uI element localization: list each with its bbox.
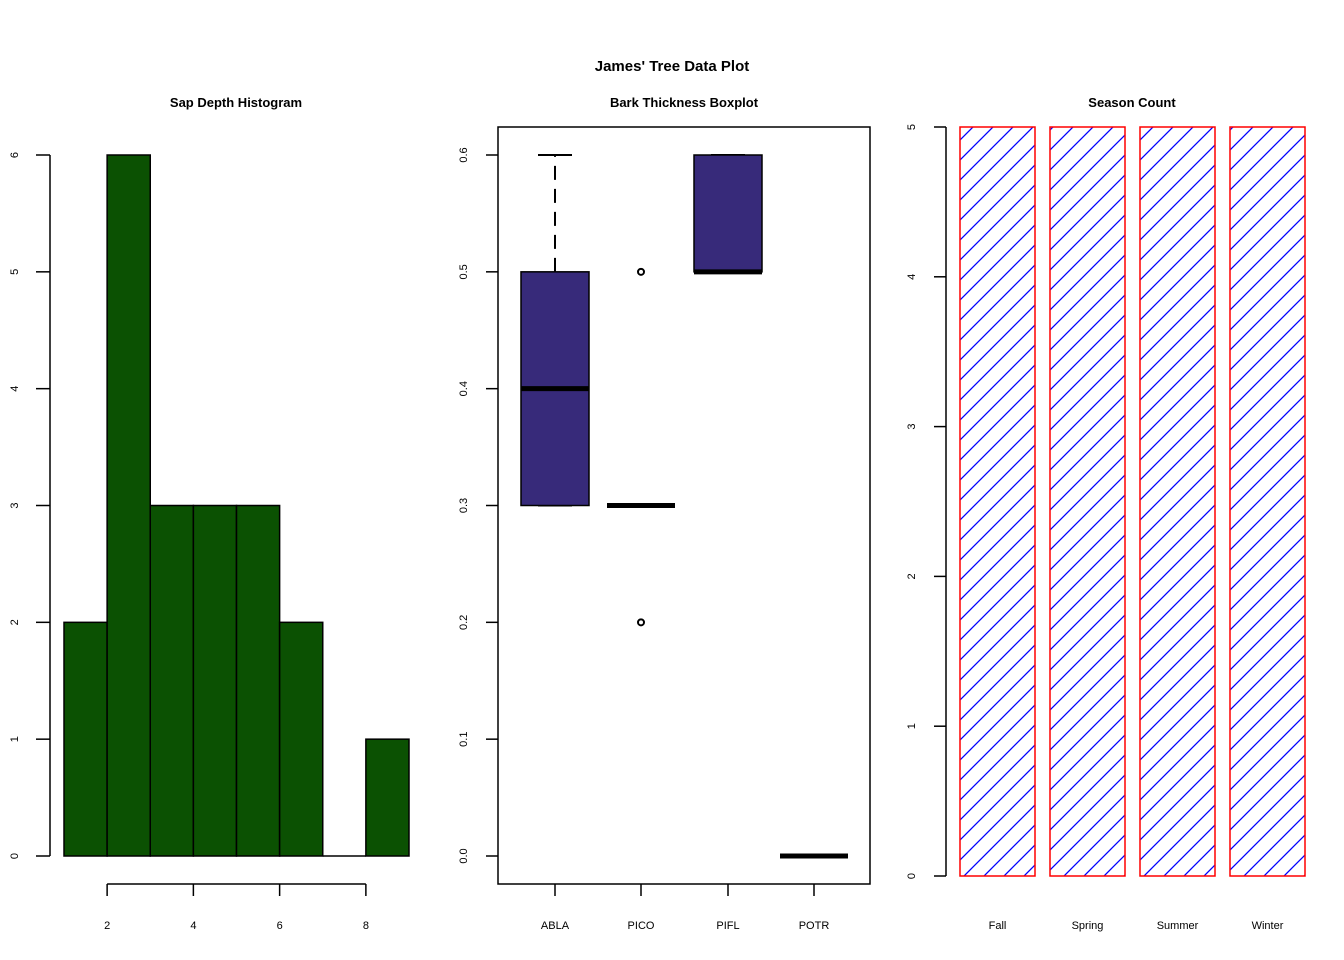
- boxplot-x-tick-label: ABLA: [541, 920, 570, 932]
- histogram-x-tick-label: 6: [277, 920, 283, 932]
- season-title: Season Count: [1088, 95, 1176, 110]
- boxplot-y-tick-label: 0.0: [458, 848, 470, 863]
- histogram-y-axis: 0 1 2 3 4 5 6: [9, 152, 51, 859]
- histogram-y-tick-label: 3: [9, 502, 21, 508]
- season-bar: [1229, 126, 1306, 877]
- season-y-tick-label: 5: [906, 124, 918, 130]
- season-x-label: Summer: [1157, 920, 1199, 932]
- boxplot-x-tick-label: POTR: [799, 920, 830, 932]
- box-outlier: [637, 618, 645, 627]
- figure-title: James' Tree Data Plot: [595, 58, 749, 75]
- histogram-bar: [365, 738, 410, 857]
- boxplot-marks: [520, 154, 848, 859]
- box-pifl: [693, 154, 763, 275]
- season-x-label: Spring: [1072, 920, 1104, 932]
- histogram-bar: [149, 504, 195, 857]
- histogram-x-tick-label: 4: [190, 920, 196, 932]
- histogram-x-axis: 2 4 6 8: [104, 883, 369, 932]
- histogram-title: Sap Depth Histogram: [170, 95, 302, 110]
- histogram-y-tick-label: 4: [9, 386, 21, 392]
- season-bar-hatch: [1050, 127, 1125, 876]
- season-y-axis: 0 1 2 3 4 5: [906, 124, 947, 879]
- histogram-x-tick-label: 8: [363, 920, 369, 932]
- box-abla: [520, 154, 590, 507]
- season-x-labels: Fall Spring Summer Winter: [989, 920, 1284, 932]
- histogram-bar: [63, 621, 108, 857]
- boxplot-y-tick-label: 0.1: [458, 732, 470, 747]
- histogram-y-tick-label: 1: [9, 736, 21, 742]
- histogram-y-tick-label: 2: [9, 619, 21, 625]
- histogram-x-tick-label: 2: [104, 920, 110, 932]
- boxplot-y-tick-label: 0.5: [458, 264, 470, 279]
- box-iqr: [693, 154, 763, 273]
- season-y-tick-label: 0: [906, 873, 918, 879]
- season-panel: Season Count 0 1 2 3 4 5 Fall Spring Summer Wint…: [906, 95, 1306, 932]
- season-bars: [959, 126, 1306, 877]
- histogram-panel: Sap Depth Histogram 0 1 2 3 4 5 6 2 4 6 8: [9, 95, 410, 932]
- season-bar-hatch: [1140, 127, 1215, 876]
- boxplot-x-tick-label: PIFL: [716, 920, 739, 932]
- season-bar: [1049, 126, 1126, 877]
- season-y-tick-label: 3: [906, 424, 918, 430]
- histogram-bar: [235, 504, 281, 857]
- boxplot-panel: Bark Thickness Boxplot 0.00.10.20.30.40.…: [458, 95, 871, 932]
- boxplot-y-tick-label: 0.2: [458, 615, 470, 630]
- boxplot-title: Bark Thickness Boxplot: [610, 95, 759, 110]
- season-y-tick-label: 1: [906, 723, 918, 729]
- season-bar-hatch: [960, 127, 1035, 876]
- histogram-y-tick-label: 0: [9, 853, 21, 859]
- season-y-tick-label: 2: [906, 573, 918, 579]
- histogram-y-tick-label: 6: [9, 152, 21, 158]
- season-bar-hatch: [1230, 127, 1305, 876]
- season-bar: [1139, 126, 1216, 877]
- boxplot-y-tick-label: 0.3: [458, 498, 470, 513]
- box-pico: [607, 267, 675, 627]
- boxplot-y-tick-label: 0.4: [458, 381, 470, 396]
- season-bar: [959, 126, 1036, 877]
- histogram-bar: [192, 504, 238, 857]
- boxplot-y-axis: 0.0 0.1 0.2 0.3 0.4 0.5 0.6: [458, 147, 498, 864]
- season-x-label: Winter: [1252, 920, 1284, 932]
- boxplot-x-tick-label: PICO: [628, 920, 655, 932]
- histogram-bars: [63, 154, 410, 857]
- box-outlier: [637, 267, 645, 276]
- boxplot-y-tick-label: 0.6: [458, 147, 470, 162]
- histogram-y-tick-label: 5: [9, 269, 21, 275]
- histogram-bar: [106, 154, 151, 857]
- histogram-bar: [278, 621, 324, 857]
- season-y-tick-label: 4: [906, 274, 918, 280]
- boxplot-x-axis: ABLA PICO PIFL POTR: [541, 884, 829, 932]
- season-x-label: Fall: [989, 920, 1007, 932]
